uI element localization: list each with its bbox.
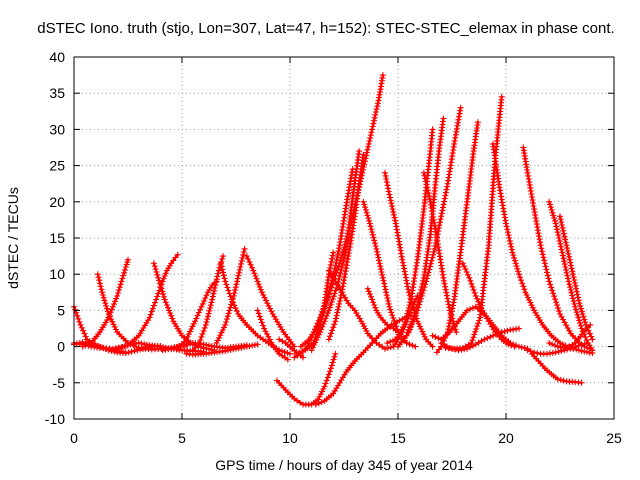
y-tick-label: 30	[49, 121, 65, 137]
series-markers	[325, 151, 367, 343]
series-markers	[213, 245, 248, 346]
series-11	[189, 253, 226, 354]
series-20	[297, 166, 356, 350]
series-5	[94, 271, 190, 353]
series-line	[548, 323, 592, 350]
series-markers	[243, 253, 298, 350]
y-tick-label: 15	[49, 230, 65, 246]
y-tick-label: 20	[49, 194, 65, 210]
y-tick-label: -5	[53, 375, 66, 391]
series-30	[405, 104, 464, 336]
series-14	[243, 253, 298, 350]
series-40	[528, 350, 585, 386]
series-markers	[94, 271, 190, 353]
series-markers	[524, 340, 592, 357]
x-axis-label: GPS time / hours of day 345 of year 2014	[215, 457, 473, 473]
series-markers	[274, 350, 339, 408]
series-43	[546, 321, 594, 351]
y-tick-label: 40	[49, 49, 65, 65]
x-tick-label: 0	[70, 430, 78, 446]
chart-title: dSTEC Iono. truth (stjo, Lon=307, Lat=47…	[37, 20, 614, 37]
series-39	[524, 340, 592, 357]
series-markers	[546, 321, 594, 351]
series-line	[530, 352, 583, 384]
y-axis-label: dSTEC / TECUs	[5, 187, 21, 289]
series-markers	[183, 341, 261, 358]
y-tick-label: -10	[45, 411, 65, 427]
grid-lines	[74, 57, 614, 419]
series-markers	[291, 72, 386, 361]
series-markers	[433, 119, 481, 356]
plot-frame	[73, 56, 615, 420]
series-markers	[557, 213, 596, 343]
series-10	[183, 341, 261, 358]
series-markers	[405, 104, 464, 336]
series-markers	[312, 312, 414, 408]
x-tick-label: 15	[390, 430, 406, 446]
series-markers	[308, 148, 363, 354]
x-tick-label: 5	[178, 430, 186, 446]
series-markers	[459, 260, 518, 350]
series-group	[71, 72, 596, 408]
series-4	[79, 256, 131, 350]
y-tick-label: 0	[57, 339, 65, 355]
series-22	[325, 151, 367, 343]
series-markers	[360, 198, 419, 350]
x-tick-label: 25	[606, 430, 622, 446]
series-markers	[297, 166, 356, 350]
series-markers	[79, 256, 131, 350]
series-25	[360, 198, 419, 350]
x-tick-label: 10	[282, 430, 298, 446]
axis-ticks: 0 5 10 15 20 25 -10 -5 0 5 10 15 20 25 30 35 40	[45, 49, 622, 446]
series-9	[174, 278, 220, 352]
series-markers	[254, 307, 291, 363]
series-markers	[528, 350, 585, 386]
series-41	[546, 198, 596, 354]
series-line	[461, 262, 516, 348]
series-36	[459, 260, 518, 350]
y-tick-label: 25	[49, 158, 65, 174]
series-26	[364, 285, 401, 336]
series-18	[291, 72, 386, 361]
x-tick-label: 20	[498, 430, 514, 446]
series-markers	[364, 285, 401, 336]
series-42	[557, 213, 596, 343]
series-17	[274, 350, 339, 408]
y-tick-label: 5	[57, 302, 65, 318]
series-markers	[546, 198, 596, 354]
series-35	[442, 93, 505, 352]
y-tick-label: 10	[49, 266, 65, 282]
series-markers	[520, 144, 596, 354]
series-13	[213, 245, 248, 346]
y-tick-label: 35	[49, 85, 65, 101]
series-15	[254, 307, 291, 363]
series-markers	[174, 278, 220, 352]
